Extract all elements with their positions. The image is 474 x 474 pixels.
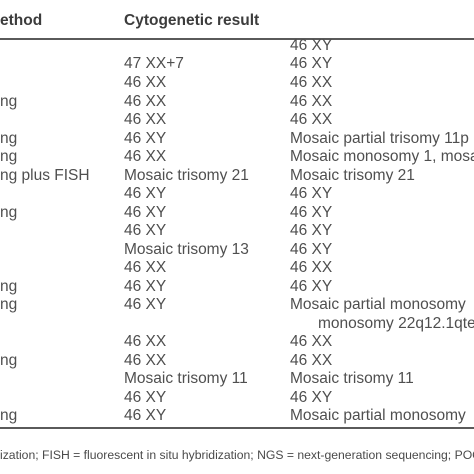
result2-cell: 46 XY — [290, 241, 333, 258]
result2-cell: 46 XX — [290, 259, 333, 276]
result-cell: 46 XY — [124, 222, 167, 239]
result-cell: 46 XX — [124, 74, 167, 91]
result2-cell: Mosaic partial trisomy 11p — [290, 130, 469, 147]
result2-cell: 46 XX — [290, 111, 333, 128]
result-cell: 46 XX — [124, 93, 167, 110]
result2-cell: Mosaic monosomy 1, mosa — [290, 148, 474, 165]
method-cell: ng — [0, 352, 18, 369]
result2-cell: 46 XX — [290, 333, 333, 350]
method-cell: ng — [0, 130, 18, 147]
result2-cell: 46 XX — [290, 352, 333, 369]
method-cell: ng — [0, 204, 18, 221]
result2-cell: 46 XY — [290, 37, 333, 54]
result2-cell: 46 XY — [290, 185, 333, 202]
result2-cell: Mosaic partial monosomy — [290, 407, 466, 424]
result-cell: 46 XX — [124, 333, 167, 350]
result-cell: 46 XY — [124, 407, 167, 424]
result-cell: 46 XX — [124, 259, 167, 276]
result-cell: 46 XY — [124, 389, 167, 406]
result2-cell: monosomy 22q12.1qte — [318, 315, 474, 332]
method-cell: ng plus FISH — [0, 167, 90, 184]
result2-cell: Mosaic trisomy 21 — [290, 167, 415, 184]
header-cytogenetic-result: Cytogenetic result — [124, 12, 260, 29]
result-cell: 46 XY — [124, 278, 167, 295]
result-cell: Mosaic trisomy 21 — [124, 167, 249, 184]
result-cell: 46 XX — [124, 111, 167, 128]
result2-cell: 46 XY — [290, 55, 333, 72]
method-cell: ng — [0, 407, 18, 424]
result-cell: 46 XY — [124, 130, 167, 147]
method-cell: ng — [0, 278, 18, 295]
result2-cell: 46 XX — [290, 93, 333, 110]
footer-rule — [0, 427, 474, 429]
result2-cell: Mosaic trisomy 11 — [290, 370, 414, 387]
result2-cell: 46 XY — [290, 389, 333, 406]
method-cell: ng — [0, 296, 18, 313]
header-rule — [0, 38, 474, 40]
result-cell: 47 XX+7 — [124, 55, 184, 72]
result-cell: 46 XY — [124, 185, 167, 202]
method-cell: ng — [0, 148, 18, 165]
result2-cell: 46 XY — [290, 278, 333, 295]
result2-cell: 46 XY — [290, 222, 333, 239]
result-cell: Mosaic trisomy 11 — [124, 370, 248, 387]
header-method: ethod — [0, 12, 43, 29]
result-cell: 46 XX — [124, 148, 167, 165]
method-cell: ng — [0, 93, 18, 110]
result2-cell: 46 XY — [290, 204, 333, 221]
result2-cell: 46 XX — [290, 74, 333, 91]
result-cell: 46 XX — [124, 352, 167, 369]
result-cell: 46 XY — [124, 204, 167, 221]
result2-cell: Mosaic partial monosomy — [290, 296, 466, 313]
table-footnote: ization; FISH = fluorescent in situ hybr… — [0, 448, 474, 462]
result-cell: 46 XY — [124, 296, 167, 313]
result-cell: Mosaic trisomy 13 — [124, 241, 249, 258]
